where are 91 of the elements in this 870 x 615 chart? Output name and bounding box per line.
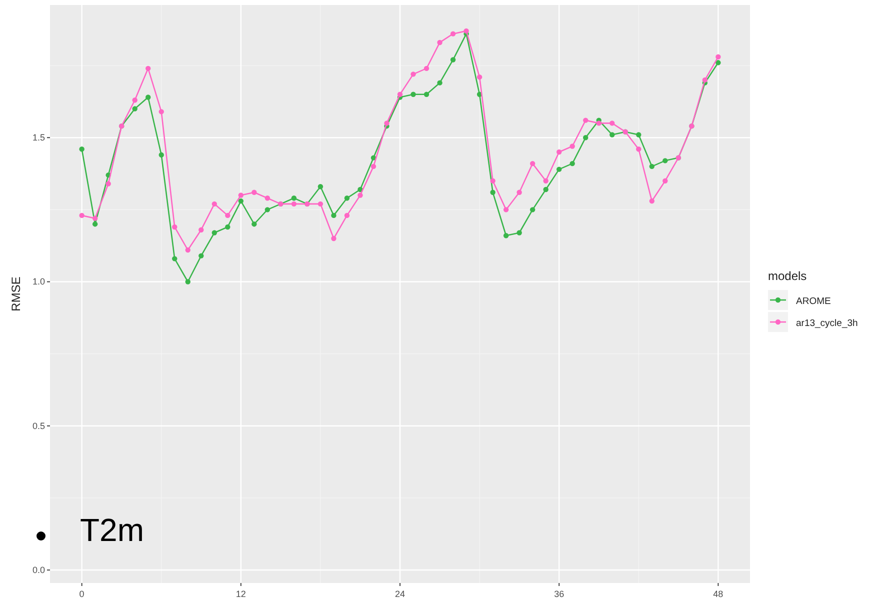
x-tick-label: 24: [394, 589, 406, 599]
y-tick-label: 0.0: [32, 565, 45, 576]
point: [596, 120, 602, 126]
point: [424, 92, 430, 97]
point: [490, 190, 496, 195]
x-tick-label: 48: [713, 589, 724, 599]
point: [92, 216, 98, 221]
y-tick-label: 0.5: [32, 420, 45, 431]
point: [610, 132, 615, 138]
point: [610, 120, 615, 126]
point: [716, 54, 721, 60]
point: [543, 186, 548, 192]
point: [132, 106, 138, 112]
point: [238, 192, 244, 198]
point: [198, 253, 204, 258]
point: [106, 181, 111, 186]
point: [516, 190, 522, 195]
point: [556, 149, 562, 155]
point: [437, 80, 442, 86]
point: [225, 212, 230, 218]
point: [252, 190, 257, 195]
point: [410, 92, 416, 97]
point: [570, 144, 575, 149]
point: [172, 256, 178, 262]
point: [132, 98, 138, 103]
point: [344, 212, 350, 218]
point: [530, 160, 536, 166]
point: [238, 198, 244, 204]
point: [583, 118, 588, 123]
point: [92, 221, 98, 227]
point: [291, 201, 297, 207]
point: [464, 28, 469, 34]
point: [264, 207, 270, 212]
point: [636, 146, 642, 152]
point: [570, 160, 575, 166]
point: [437, 40, 442, 46]
y-tick-label: 1.5: [32, 132, 45, 143]
point: [424, 66, 430, 72]
point: [476, 74, 482, 80]
annotation: T2m: [80, 512, 144, 548]
point: [185, 279, 190, 284]
point: [649, 164, 654, 170]
point: [662, 178, 668, 184]
point: [556, 166, 562, 172]
point: [146, 94, 151, 100]
point: [649, 198, 654, 204]
point: [516, 230, 522, 236]
point: [490, 178, 496, 184]
legend-label: AROME: [796, 296, 831, 307]
point: [503, 233, 509, 238]
point: [702, 77, 708, 83]
y-axis-title: RMSE: [9, 276, 23, 312]
x-tick-label: 36: [554, 589, 564, 599]
point: [79, 146, 84, 152]
point: [636, 132, 642, 138]
point: [662, 158, 668, 164]
point: [212, 230, 217, 236]
point: [291, 196, 297, 201]
point: [331, 212, 336, 218]
point: [172, 224, 178, 230]
point: [583, 135, 588, 140]
point: [358, 192, 363, 198]
point: [158, 109, 164, 114]
point: [146, 66, 151, 72]
point: [318, 184, 324, 190]
point: [252, 221, 257, 227]
point: [79, 212, 84, 218]
point: [503, 207, 509, 212]
point: [543, 178, 548, 184]
legend-title: models: [768, 269, 807, 283]
point: [397, 92, 403, 97]
point: [225, 224, 230, 230]
point: [318, 201, 324, 207]
point: [185, 247, 190, 253]
legend-label: ar13_cycle_3h: [796, 318, 858, 329]
point: [450, 57, 456, 62]
point: [530, 207, 536, 212]
y-tick-label: 1.0: [32, 276, 45, 287]
point: [212, 201, 217, 207]
point: [331, 236, 336, 242]
point: [264, 196, 270, 201]
point: [344, 196, 350, 201]
point: [198, 227, 204, 232]
point: [370, 164, 376, 170]
point: [410, 72, 416, 77]
x-tick-label: 0: [79, 589, 84, 599]
point: [158, 152, 164, 158]
point: [450, 31, 456, 36]
point: [716, 60, 721, 66]
point: [384, 120, 390, 126]
x-tick-label: 12: [236, 589, 246, 599]
